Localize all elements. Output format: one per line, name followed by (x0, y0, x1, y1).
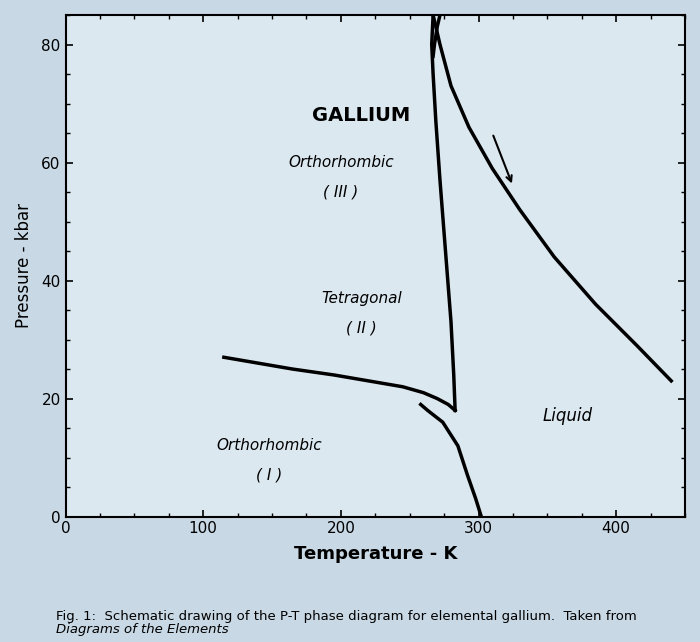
Text: Tetragonal: Tetragonal (321, 291, 402, 306)
Text: Fig. 1:  Schematic drawing of the P-T phase diagram for elemental gallium.  Take: Fig. 1: Schematic drawing of the P-T pha… (56, 610, 641, 623)
Text: ( I ): ( I ) (256, 468, 282, 483)
X-axis label: Temperature - K: Temperature - K (293, 545, 457, 563)
Text: Orthorhombic: Orthorhombic (216, 438, 322, 453)
Text: Liquid: Liquid (543, 407, 593, 425)
Y-axis label: Pressure - kbar: Pressure - kbar (15, 204, 33, 328)
Text: Orthorhombic: Orthorhombic (288, 155, 393, 170)
Text: Diagrams of the Elements: Diagrams of the Elements (56, 623, 229, 636)
Text: GALLIUM: GALLIUM (312, 106, 411, 125)
Text: ( III ): ( III ) (323, 184, 358, 200)
Text: ( II ): ( II ) (346, 320, 377, 335)
